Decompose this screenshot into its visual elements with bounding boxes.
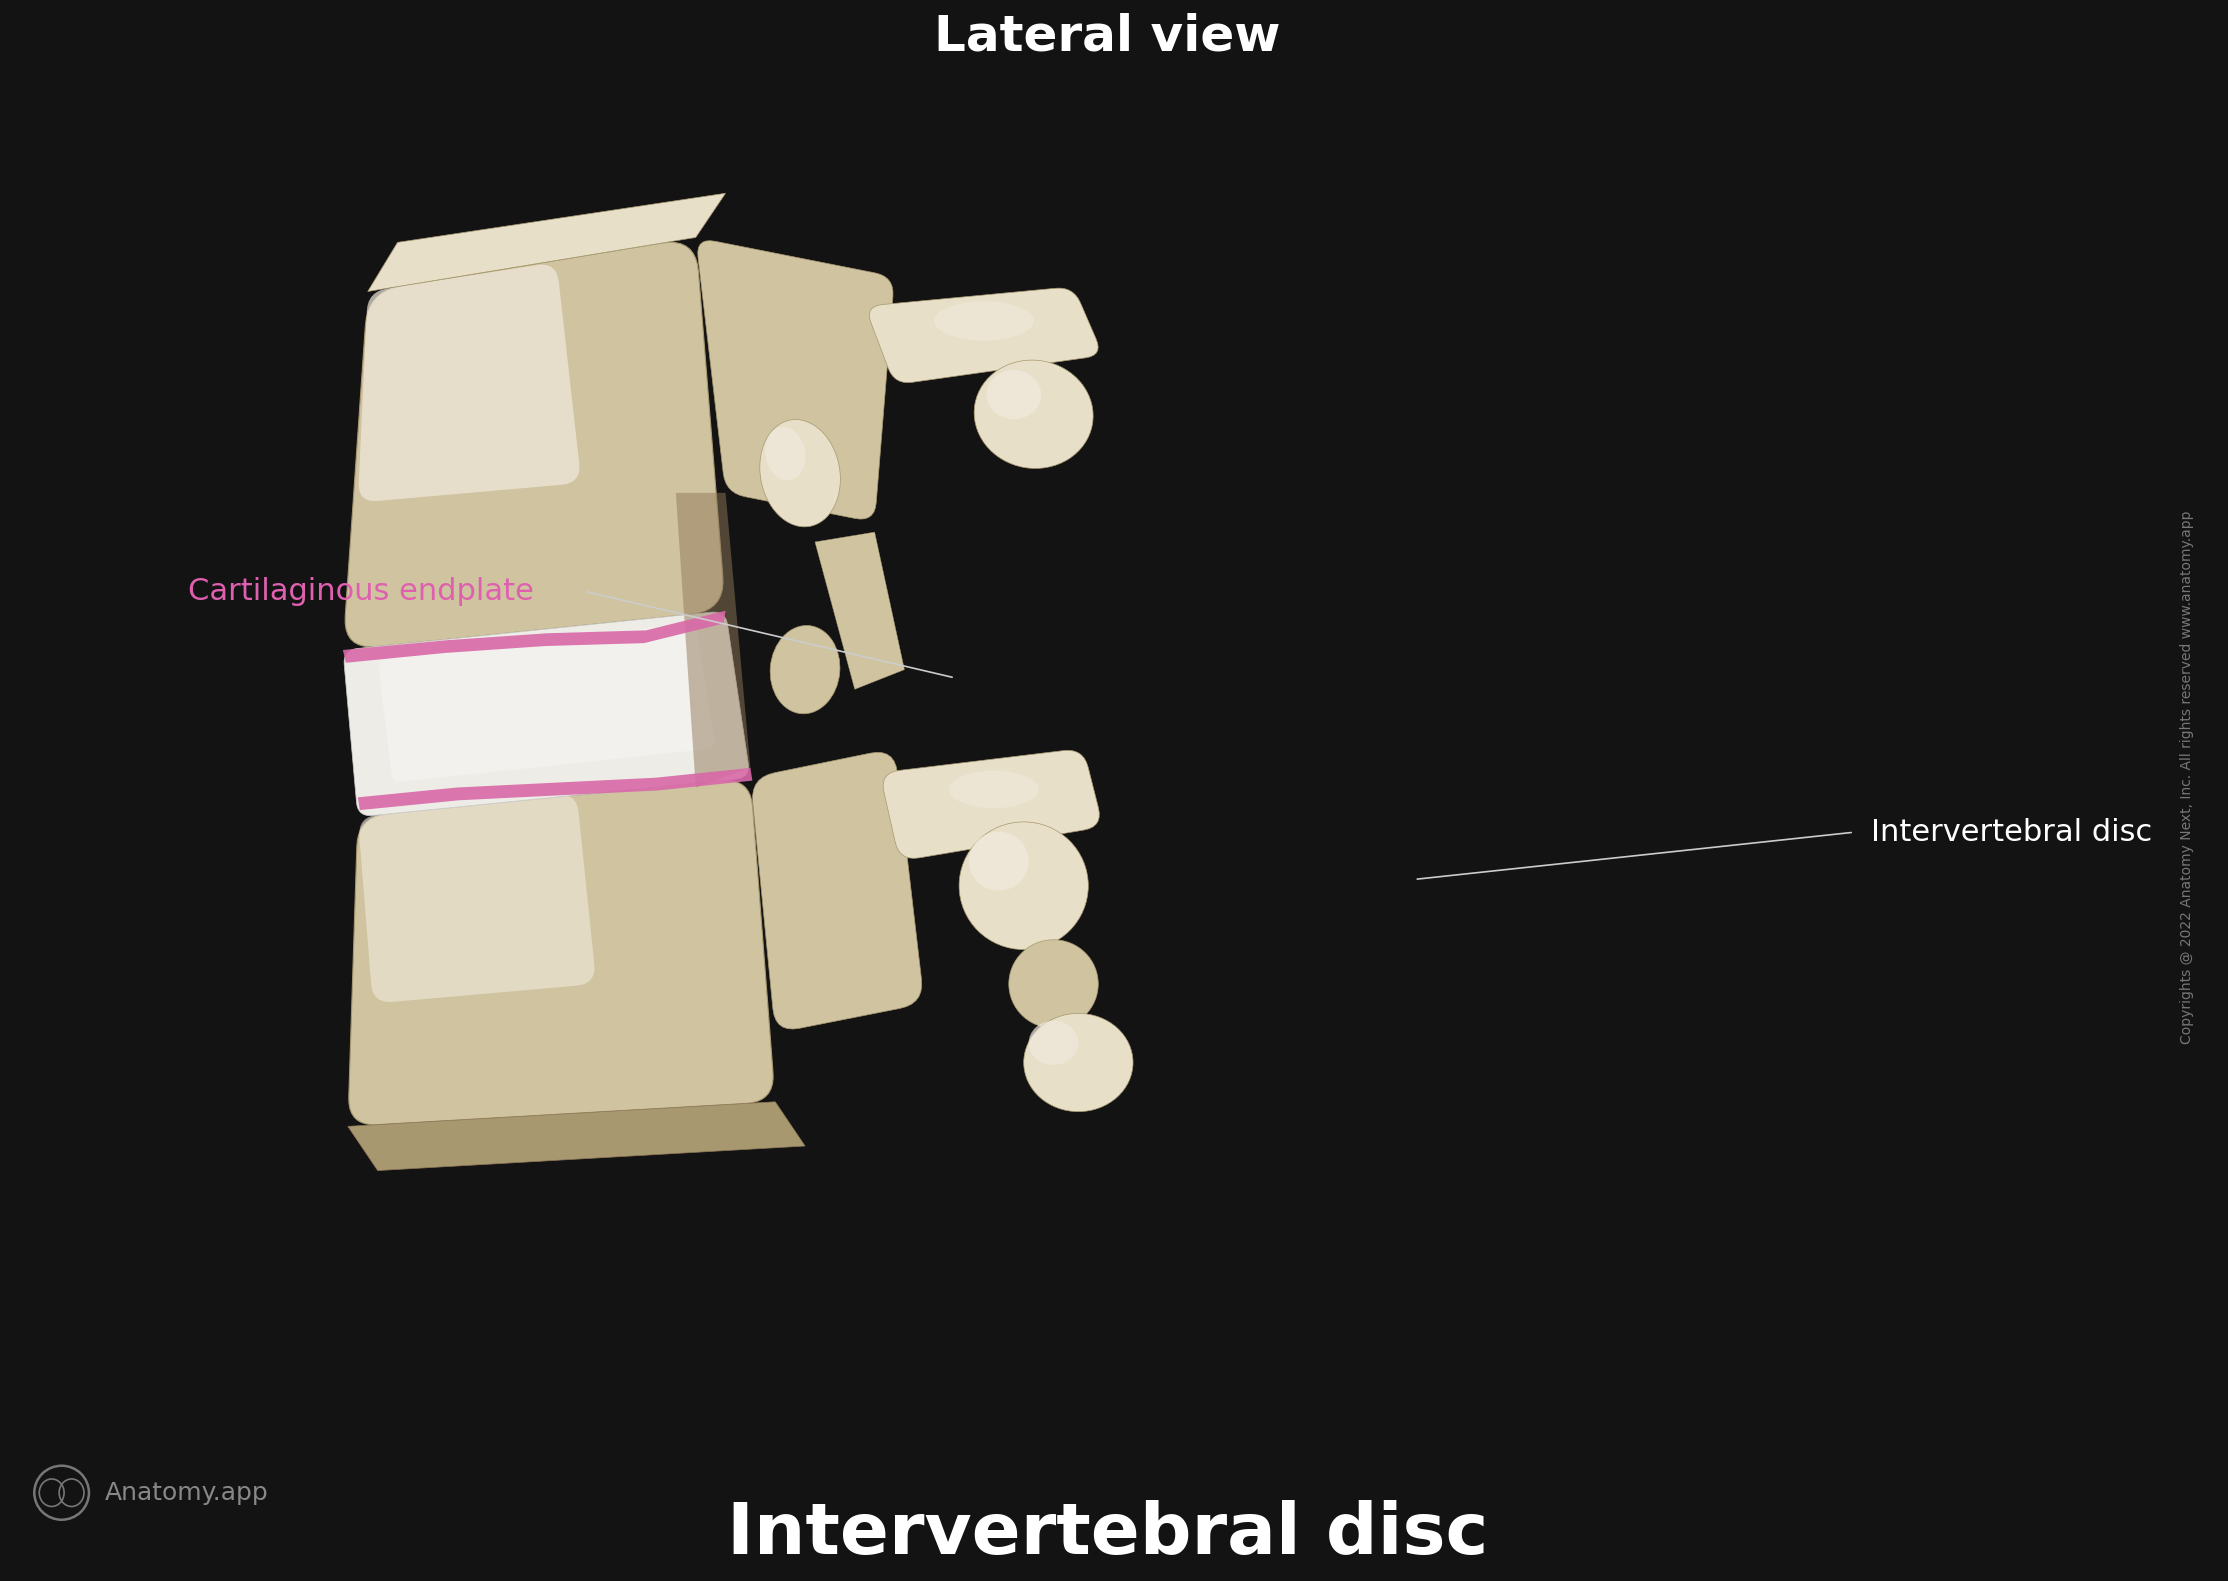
- Ellipse shape: [987, 370, 1040, 419]
- Polygon shape: [343, 612, 749, 816]
- Ellipse shape: [949, 772, 1038, 808]
- Text: Lateral view: Lateral view: [934, 13, 1281, 60]
- Polygon shape: [882, 751, 1098, 858]
- Polygon shape: [869, 288, 1098, 383]
- Ellipse shape: [958, 822, 1087, 950]
- Text: Intervertebral disc: Intervertebral disc: [726, 1500, 1488, 1570]
- Polygon shape: [345, 242, 722, 647]
- Ellipse shape: [969, 832, 1029, 890]
- Polygon shape: [359, 768, 753, 809]
- Text: Copyrights @ 2022 Anatomy Next, Inc. All rights reserved www.anatomy.app: Copyrights @ 2022 Anatomy Next, Inc. All…: [2179, 511, 2195, 1045]
- Text: Intervertebral disc: Intervertebral disc: [1872, 817, 2152, 847]
- Ellipse shape: [1009, 939, 1098, 1028]
- Text: Anatomy.app: Anatomy.app: [105, 1481, 267, 1505]
- Polygon shape: [753, 753, 922, 1029]
- Polygon shape: [348, 1102, 804, 1170]
- Polygon shape: [379, 623, 715, 781]
- Polygon shape: [343, 610, 726, 662]
- Polygon shape: [350, 781, 773, 1124]
- Ellipse shape: [1029, 1021, 1078, 1066]
- Polygon shape: [697, 240, 893, 519]
- Ellipse shape: [1023, 1013, 1134, 1111]
- Polygon shape: [368, 193, 726, 291]
- Ellipse shape: [764, 427, 804, 481]
- Text: Cartilaginous endplate: Cartilaginous endplate: [187, 577, 535, 607]
- Polygon shape: [359, 794, 595, 1002]
- Ellipse shape: [771, 626, 840, 713]
- Ellipse shape: [934, 302, 1034, 340]
- Polygon shape: [359, 264, 579, 501]
- Ellipse shape: [974, 360, 1094, 468]
- Ellipse shape: [760, 419, 840, 526]
- Polygon shape: [815, 533, 905, 689]
- Polygon shape: [675, 493, 751, 787]
